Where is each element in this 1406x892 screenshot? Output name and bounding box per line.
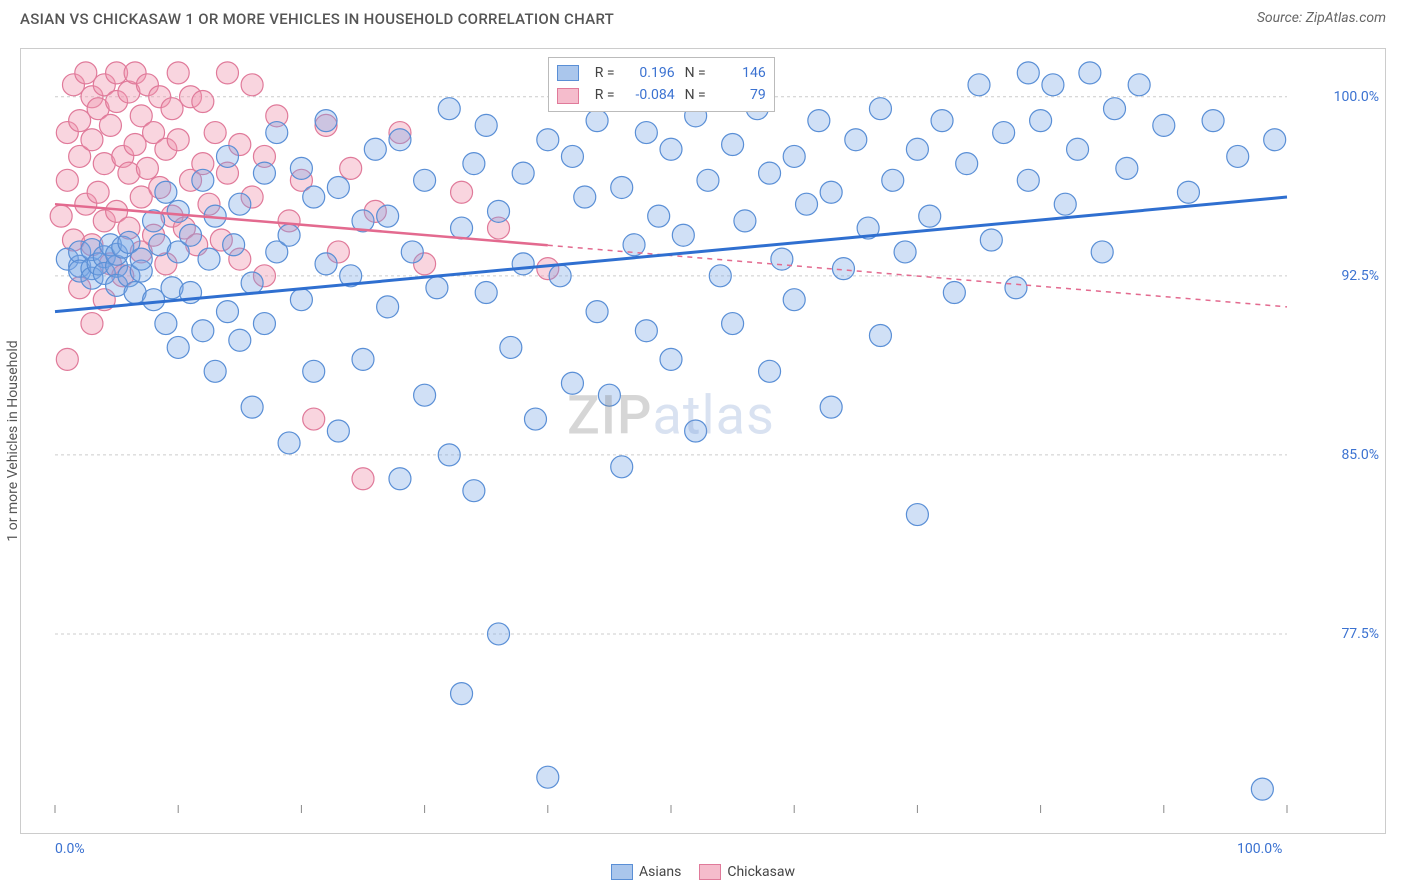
chickasaw-swatch-icon xyxy=(699,864,721,880)
source-name: ZipAtlas.com xyxy=(1306,10,1386,26)
legend-item-asians: Asians xyxy=(611,864,681,880)
legend-row-chickasaw: R = -0.084 N = 79 xyxy=(557,84,766,106)
asians-label: Asians xyxy=(639,864,681,880)
r-label: R = xyxy=(595,62,615,84)
x-tick-label: 100.0% xyxy=(1237,841,1282,857)
asians-n-value: 146 xyxy=(716,62,766,84)
chickasaw-label: Chickasaw xyxy=(727,864,795,880)
series-legend: Asians Chickasaw xyxy=(0,864,1406,880)
scatter-plot-svg xyxy=(55,49,1287,813)
chart-title: ASIAN VS CHICKASAW 1 OR MORE VEHICLES IN… xyxy=(20,10,614,28)
y-tick-label: 77.5% xyxy=(1341,626,1379,642)
n-label: N = xyxy=(685,84,706,106)
chickasaw-r-value: -0.084 xyxy=(625,84,675,106)
y-tick-label: 92.5% xyxy=(1341,268,1379,284)
legend-row-asians: R = 0.196 N = 146 xyxy=(557,62,766,84)
correlation-legend: R = 0.196 N = 146 R = -0.084 N = 79 xyxy=(548,57,775,112)
x-tick-label: 0.0% xyxy=(55,841,85,857)
r-label: R = xyxy=(595,84,615,106)
asians-swatch-icon xyxy=(611,864,633,880)
y-tick-label: 100.0% xyxy=(1334,89,1379,105)
asians-swatch-icon xyxy=(557,65,579,81)
n-label: N = xyxy=(685,62,706,84)
chickasaw-n-value: 79 xyxy=(716,84,766,106)
chart-container: 1 or more Vehicles in Household ZIPatlas… xyxy=(20,48,1386,834)
source-prefix: Source: xyxy=(1257,10,1306,26)
source-attribution: Source: ZipAtlas.com xyxy=(1257,10,1386,26)
legend-item-chickasaw: Chickasaw xyxy=(699,864,795,880)
asians-r-value: 0.196 xyxy=(625,62,675,84)
y-tick-label: 85.0% xyxy=(1341,447,1379,463)
plot-area: ZIPatlas R = 0.196 N = 146 R = -0.084 N … xyxy=(55,49,1287,813)
y-axis-label: 1 or more Vehicles in Household xyxy=(5,340,21,541)
chickasaw-swatch-icon xyxy=(557,88,579,104)
